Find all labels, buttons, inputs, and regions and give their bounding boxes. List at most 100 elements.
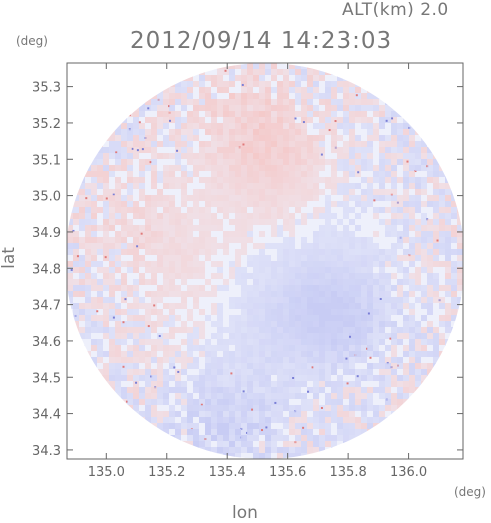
- heatmap-cell: [85, 369, 91, 375]
- heatmap-cell: [163, 153, 169, 159]
- heatmap-cell: [235, 369, 241, 375]
- heatmap-cell: [331, 189, 337, 195]
- heatmap-cell: [235, 141, 241, 147]
- y-tick-label: 35.1: [32, 153, 61, 168]
- heatmap-cell: [397, 111, 403, 117]
- heatmap-cell: [325, 219, 331, 225]
- heatmap-cell: [319, 255, 325, 261]
- heatmap-cell: [283, 183, 289, 189]
- heatmap-cell: [259, 219, 265, 225]
- heatmap-cell: [253, 351, 259, 357]
- heatmap-cell: [193, 327, 199, 333]
- heatmap-cell: [217, 153, 223, 159]
- heatmap-cell: [391, 129, 397, 135]
- heatmap-cell: [265, 357, 271, 363]
- heatmap-cell: [415, 177, 421, 183]
- heatmap-cell: [439, 333, 445, 339]
- heatmap-cell: [367, 189, 373, 195]
- heatmap-cell: [295, 387, 301, 393]
- heatmap-cell: [295, 345, 301, 351]
- heatmap-cell: [163, 339, 169, 345]
- heatmap-cell: [97, 261, 103, 267]
- heatmap-cell: [277, 279, 283, 285]
- heatmap-cell: [403, 405, 409, 411]
- heatmap-cell: [277, 321, 283, 327]
- heatmap-speckle: [135, 381, 138, 384]
- heatmap-cell: [169, 405, 175, 411]
- heatmap-cell: [397, 405, 403, 411]
- heatmap-cell: [235, 441, 241, 447]
- heatmap-cell: [415, 201, 421, 207]
- heatmap-cell: [307, 267, 313, 273]
- heatmap-cell: [343, 279, 349, 285]
- heatmap-cell: [229, 231, 235, 237]
- heatmap-cell: [319, 285, 325, 291]
- heatmap-cell: [133, 291, 139, 297]
- heatmap-cell: [397, 339, 403, 345]
- heatmap-cell: [331, 261, 337, 267]
- heatmap-cell: [205, 225, 211, 231]
- heatmap-cell: [175, 213, 181, 219]
- heatmap-cell: [73, 213, 79, 219]
- heatmap-cell: [235, 213, 241, 219]
- heatmap-cell: [283, 417, 289, 423]
- heatmap-cell: [301, 189, 307, 195]
- heatmap-cell: [361, 393, 367, 399]
- heatmap-cell: [331, 117, 337, 123]
- heatmap-cell: [115, 363, 121, 369]
- heatmap-cell: [235, 135, 241, 141]
- heatmap-cell: [199, 123, 205, 129]
- heatmap-cell: [397, 141, 403, 147]
- heatmap-cell: [121, 141, 127, 147]
- heatmap-cell: [229, 261, 235, 267]
- heatmap-cell: [457, 249, 463, 255]
- heatmap-cell: [181, 255, 187, 261]
- heatmap-cell: [127, 207, 133, 213]
- heatmap-cell: [163, 105, 169, 111]
- y-tick-label: 35.0: [32, 190, 61, 205]
- heatmap-cell: [253, 243, 259, 249]
- heatmap-cell: [205, 237, 211, 243]
- heatmap-cell: [277, 417, 283, 423]
- heatmap-speckle: [334, 120, 337, 123]
- heatmap-cell: [331, 279, 337, 285]
- heatmap-cell: [133, 177, 139, 183]
- heatmap-cell: [163, 123, 169, 129]
- heatmap-cell: [199, 375, 205, 381]
- heatmap-cell: [343, 423, 349, 429]
- heatmap-cell: [397, 105, 403, 111]
- heatmap-cell: [283, 213, 289, 219]
- heatmap-cell: [247, 231, 253, 237]
- heatmap-cell: [415, 159, 421, 165]
- heatmap-cell: [367, 351, 373, 357]
- heatmap-cell: [397, 357, 403, 363]
- heatmap-cell: [415, 231, 421, 237]
- heatmap-cell: [337, 363, 343, 369]
- heatmap-cell: [187, 417, 193, 423]
- heatmap-cell: [439, 159, 445, 165]
- y-axis-unit: (deg): [16, 34, 48, 48]
- heatmap-cell: [403, 249, 409, 255]
- heatmap-cell: [331, 363, 337, 369]
- heatmap-speckle: [396, 201, 399, 204]
- heatmap-speckle: [438, 299, 441, 302]
- heatmap-cell: [115, 213, 121, 219]
- heatmap-cell: [451, 207, 457, 213]
- heatmap-cell: [427, 171, 433, 177]
- heatmap-cell: [379, 411, 385, 417]
- heatmap-cell: [301, 351, 307, 357]
- heatmap-cell: [235, 201, 241, 207]
- heatmap-cell: [385, 357, 391, 363]
- heatmap-cell: [343, 81, 349, 87]
- heatmap-cell: [277, 327, 283, 333]
- heatmap-cell: [367, 129, 373, 135]
- heatmap-cell: [259, 105, 265, 111]
- heatmap-cell: [271, 225, 277, 231]
- heatmap-cell: [115, 339, 121, 345]
- heatmap-cell: [385, 141, 391, 147]
- heatmap-cell: [349, 345, 355, 351]
- heatmap-cell: [133, 135, 139, 141]
- heatmap-cell: [121, 339, 127, 345]
- heatmap-cell: [187, 135, 193, 141]
- heatmap-cell: [331, 387, 337, 393]
